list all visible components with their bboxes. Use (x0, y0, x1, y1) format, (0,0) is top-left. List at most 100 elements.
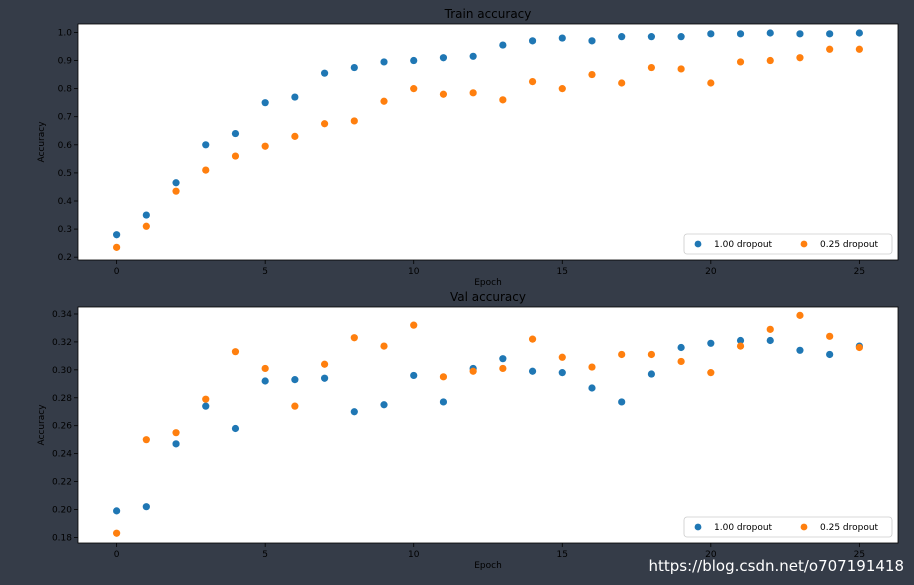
data-point-orange (261, 142, 269, 150)
legend-label: 1.00 dropout (714, 240, 773, 250)
data-point-blue (202, 141, 210, 149)
data-point-blue (588, 384, 596, 392)
y-tick-label: 0.20 (52, 505, 72, 515)
y-tick-label: 1.0 (58, 28, 73, 38)
data-point-orange (677, 357, 685, 366)
data-point-blue (796, 346, 804, 354)
data-point-orange (469, 89, 477, 97)
y-tick-label: 0.3 (58, 225, 72, 235)
y-tick-label: 0.6 (58, 141, 73, 151)
data-point-blue (172, 179, 180, 187)
data-point-orange (588, 363, 596, 371)
chart-title: Train accuracy (444, 7, 532, 21)
data-point-blue (588, 37, 596, 45)
data-point-orange (736, 58, 745, 66)
data-point-orange (469, 367, 477, 375)
data-point-orange (766, 56, 774, 65)
y-tick-label: 0.5 (58, 169, 72, 179)
data-point-blue (320, 374, 329, 382)
watermark-text: https://blog.csdn.net/o707191418 (648, 557, 904, 575)
data-point-orange (826, 332, 834, 340)
data-point-blue (320, 69, 329, 77)
data-point-orange (350, 117, 358, 125)
data-point-orange (172, 429, 180, 437)
data-point-orange (796, 54, 804, 62)
data-point-blue (736, 336, 745, 345)
data-point-orange (618, 79, 626, 87)
data-point-blue (558, 34, 566, 42)
data-point-blue (439, 398, 448, 406)
y-axis-label: Accuracy (37, 404, 47, 446)
data-point-orange (677, 65, 685, 73)
x-tick-label: 0 (114, 267, 120, 277)
y-tick-label: 0.18 (52, 533, 72, 543)
data-point-orange (231, 152, 240, 160)
data-point-blue (647, 370, 656, 378)
data-point-orange (202, 395, 210, 403)
data-point-orange (291, 132, 299, 140)
y-tick-label: 0.4 (58, 197, 73, 207)
chart-panel-1: Train accuracy 0 5 10 15 20 25 0.2 0.3 0.4 0.5 0.6 0… (37, 7, 899, 288)
data-point-blue (528, 367, 537, 375)
data-point-blue (261, 377, 269, 385)
y-tick-label: 0.8 (58, 85, 73, 95)
data-point-orange (113, 529, 121, 537)
x-tick-label: 25 (854, 550, 865, 560)
data-point-orange (439, 373, 448, 381)
data-point-orange (261, 364, 269, 373)
data-point-blue (677, 33, 685, 41)
y-axis-label: Accuracy (37, 121, 47, 163)
data-point-blue (142, 211, 150, 219)
data-point-blue (113, 231, 121, 239)
data-point-orange (618, 350, 626, 359)
data-point-orange (528, 335, 537, 343)
data-point-blue (855, 29, 863, 37)
data-point-orange (291, 402, 299, 410)
data-point-blue (261, 99, 269, 107)
legend-marker (694, 240, 702, 248)
y-tick-label: 0.7 (58, 113, 72, 123)
x-tick-label: 5 (262, 267, 268, 277)
data-point-blue (707, 30, 715, 38)
legend-label: 1.00 dropout (714, 523, 773, 533)
data-point-blue (766, 336, 774, 345)
data-point-blue (796, 30, 804, 38)
legend-marker (800, 240, 808, 248)
data-point-blue (380, 58, 388, 66)
data-point-orange (172, 187, 180, 195)
data-point-blue (410, 56, 418, 65)
y-tick-label: 0.9 (58, 57, 73, 67)
data-point-orange (499, 364, 507, 373)
legend-label: 0.25 dropout (820, 523, 879, 533)
data-point-blue (766, 29, 774, 37)
x-tick-label: 15 (557, 550, 568, 560)
data-point-blue (736, 30, 745, 38)
legend-marker (694, 523, 702, 531)
data-point-orange (231, 348, 240, 356)
data-point-orange (707, 79, 715, 87)
data-point-orange (736, 342, 745, 350)
data-point-blue (677, 343, 685, 352)
data-point-blue (410, 371, 418, 380)
legend-label: 0.25 dropout (820, 240, 879, 250)
data-point-blue (826, 350, 834, 359)
data-point-blue (469, 52, 477, 60)
data-point-orange (855, 343, 863, 352)
plot-area (77, 306, 899, 544)
legend-box (683, 516, 893, 538)
data-point-blue (291, 93, 299, 101)
data-point-blue (618, 398, 626, 406)
data-point-orange (826, 45, 834, 53)
data-point-orange (558, 85, 566, 93)
data-point-orange (528, 77, 537, 86)
data-point-orange (142, 222, 150, 230)
x-tick-label: 0 (114, 550, 120, 560)
data-point-blue (439, 54, 448, 62)
x-tick-label: 10 (408, 267, 420, 277)
data-point-orange (439, 90, 448, 98)
x-tick-label: 10 (408, 550, 420, 560)
data-point-orange (202, 166, 210, 174)
data-point-blue (707, 339, 715, 347)
data-point-blue (350, 408, 358, 416)
data-point-blue (558, 369, 566, 377)
